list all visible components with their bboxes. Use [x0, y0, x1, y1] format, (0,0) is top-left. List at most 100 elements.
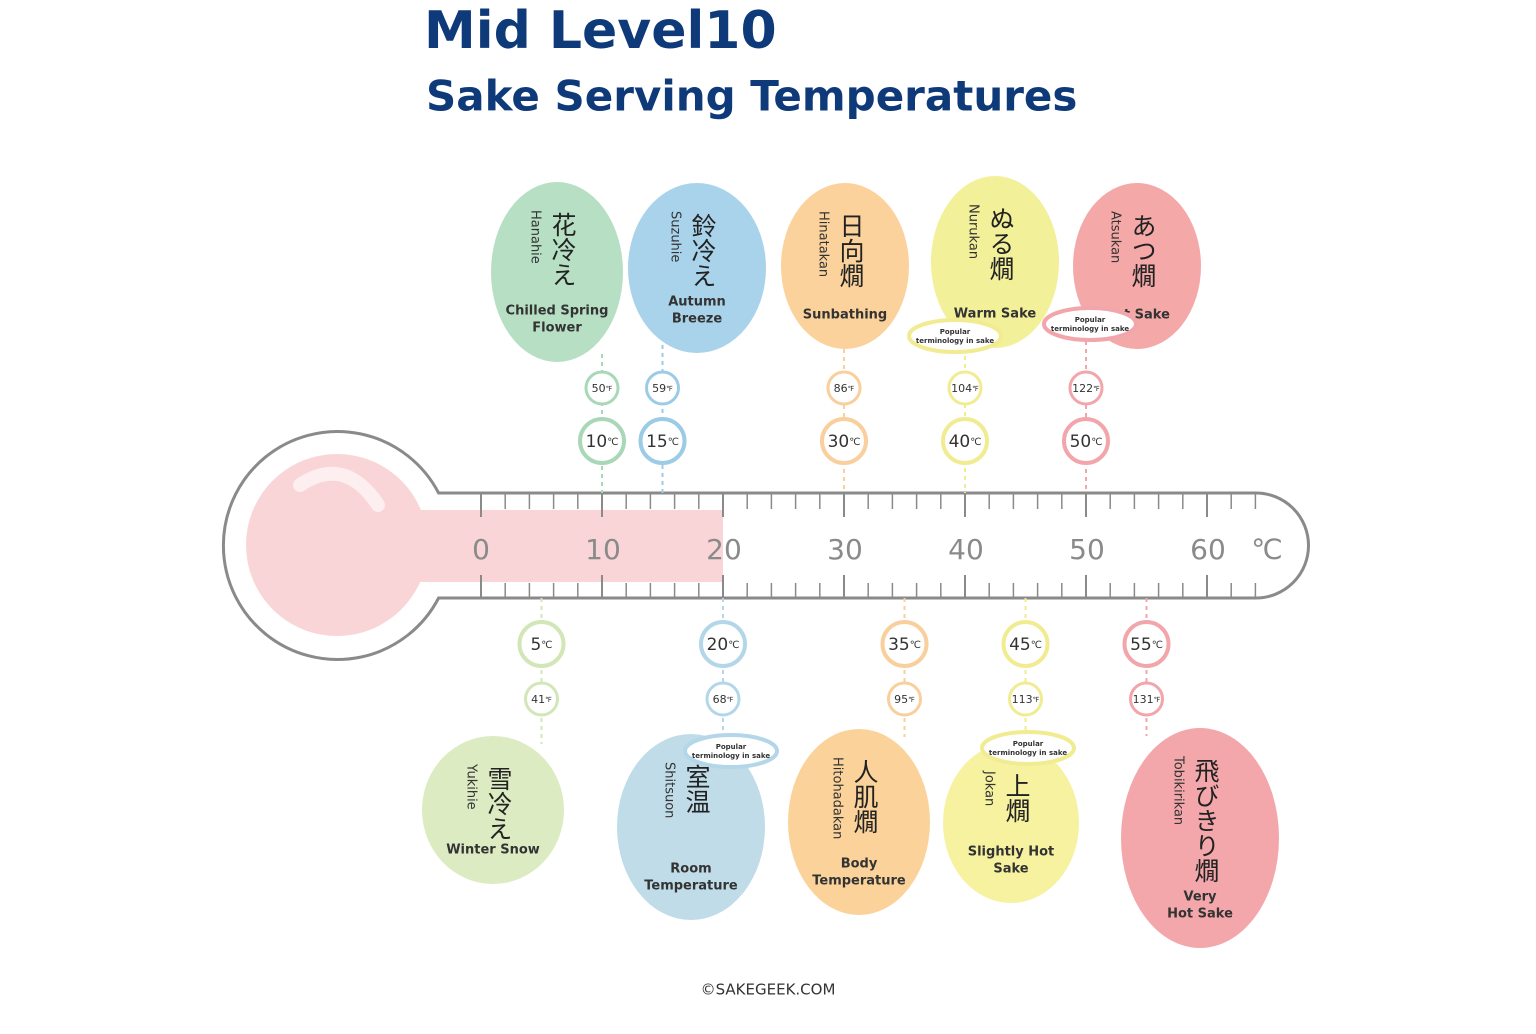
- celsius-circle: [638, 417, 687, 465]
- celsius-label: 5℃: [530, 635, 552, 655]
- celsius-label: 55℃: [1130, 635, 1163, 655]
- kanji: 人肌燗: [850, 759, 879, 834]
- fahrenheit-circle: [645, 370, 680, 406]
- badge-text: Popular: [940, 328, 971, 336]
- english-name: Sunbathing: [803, 308, 887, 323]
- romaji: Shitsuon: [662, 762, 677, 818]
- kanji: 日向燗: [836, 213, 865, 288]
- temperature-bubble: [491, 182, 623, 362]
- fahrenheit-unit: ℉: [606, 385, 613, 393]
- kanji: 花冷え: [548, 212, 577, 287]
- romaji: Suzuhie: [668, 211, 683, 262]
- celsius-circle: [699, 620, 747, 668]
- celsius-circle: [820, 417, 868, 465]
- celsius-value: 30: [828, 432, 850, 452]
- celsius-label: 20℃: [707, 635, 740, 655]
- fahrenheit-label: 68℉: [713, 693, 734, 706]
- english-name: Warm Sake: [954, 307, 1037, 322]
- celsius-value: 10: [586, 432, 608, 452]
- celsius-label: 30℃: [828, 432, 861, 452]
- fahrenheit-unit: ℉: [972, 385, 979, 393]
- fahrenheit-value: 104: [951, 382, 972, 395]
- fahrenheit-unit: ℉: [1033, 696, 1040, 704]
- romaji: Hanahie: [528, 210, 543, 264]
- romaji: Hinatakan: [816, 211, 831, 277]
- celsius-unit: ℃: [970, 437, 981, 448]
- fahrenheit-circle: [947, 370, 983, 406]
- scale-label: 60: [1190, 533, 1226, 566]
- celsius-circle: [1062, 417, 1110, 465]
- badge: [980, 730, 1076, 766]
- fahrenheit-unit: ℉: [666, 385, 673, 393]
- english-name: Chilled Spring: [506, 304, 609, 319]
- english-name: Flower: [532, 321, 582, 336]
- scale-label: 20: [706, 533, 742, 566]
- english-name: Winter Snow: [446, 843, 540, 858]
- scale-label: 40: [948, 533, 984, 566]
- celsius-circle: [517, 620, 566, 668]
- romaji: Nurukan: [966, 204, 981, 259]
- fahrenheit-circle: [1068, 370, 1104, 406]
- temperature-bubble: [1121, 728, 1279, 948]
- temperature-bubble: [422, 736, 564, 884]
- fahrenheit-value: 113: [1012, 693, 1033, 706]
- footer: ©SAKEGEEK.COM: [701, 981, 836, 999]
- bulb-highlight: [293, 466, 385, 512]
- english-name: Sake: [993, 862, 1028, 877]
- romaji: Yukihie: [464, 763, 479, 810]
- english-name: Hot Sake: [1167, 907, 1233, 922]
- romaji: Hitohadakan: [830, 757, 845, 839]
- badge-text: terminology in sake: [692, 752, 770, 760]
- fahrenheit-unit: ℉: [1093, 385, 1100, 393]
- celsius-label: 50℃: [1070, 432, 1103, 452]
- badge-text: Popular: [1013, 740, 1044, 748]
- fahrenheit-label: 113℉: [1012, 693, 1040, 706]
- celsius-unit: ℃: [541, 640, 552, 651]
- temperature-bubble: [788, 729, 930, 915]
- fahrenheit-value: 131: [1133, 693, 1154, 706]
- badge-text: terminology in sake: [916, 337, 994, 345]
- celsius-label: 35℃: [888, 635, 921, 655]
- scale-label: 10: [585, 533, 621, 566]
- celsius-label: 40℃: [949, 432, 982, 452]
- fahrenheit-label: 86℉: [834, 382, 855, 395]
- romaji: Jokan: [982, 770, 997, 806]
- celsius-value: 15: [646, 432, 668, 452]
- celsius-unit: ℃: [668, 437, 679, 448]
- celsius-unit: ℃: [728, 640, 739, 651]
- english-name: Temperature: [644, 879, 738, 894]
- english-name: Room: [670, 862, 711, 877]
- celsius-circle: [941, 417, 989, 465]
- badge-text: terminology in sake: [989, 749, 1067, 757]
- celsius-label: 15℃: [646, 432, 679, 452]
- celsius-unit: ℃: [849, 437, 860, 448]
- romaji: Tobikirikan: [1171, 755, 1186, 825]
- fahrenheit-circle: [887, 681, 922, 717]
- badge-text: terminology in sake: [1051, 325, 1129, 333]
- fahrenheit-unit: ℉: [848, 385, 855, 393]
- fahrenheit-value: 122: [1072, 382, 1093, 395]
- fahrenheit-label: 104℉: [951, 382, 979, 395]
- thermometer: [221, 430, 1310, 661]
- english-name: Autumn: [668, 295, 726, 310]
- fahrenheit-label: 50℉: [592, 382, 613, 395]
- celsius-circle: [578, 417, 626, 465]
- kanji: 雪冷え: [484, 766, 513, 841]
- fahrenheit-value: 59: [652, 382, 666, 395]
- kanji: あつ燗: [1128, 213, 1157, 288]
- fahrenheit-value: 68: [713, 693, 727, 706]
- english-name: Slightly Hot: [968, 845, 1055, 860]
- fahrenheit-unit: ℉: [545, 696, 552, 704]
- english-name: Very: [1183, 890, 1217, 905]
- english-name: Breeze: [672, 312, 723, 327]
- scale-unit: ℃: [1251, 533, 1282, 566]
- celsius-unit: ℃: [1091, 437, 1102, 448]
- fahrenheit-value: 50: [592, 382, 606, 395]
- celsius-value: 55: [1130, 635, 1152, 655]
- fahrenheit-label: 41℉: [531, 693, 552, 706]
- celsius-circle: [1122, 620, 1171, 668]
- celsius-value: 40: [949, 432, 971, 452]
- fahrenheit-unit: ℉: [727, 696, 734, 704]
- celsius-label: 10℃: [586, 432, 619, 452]
